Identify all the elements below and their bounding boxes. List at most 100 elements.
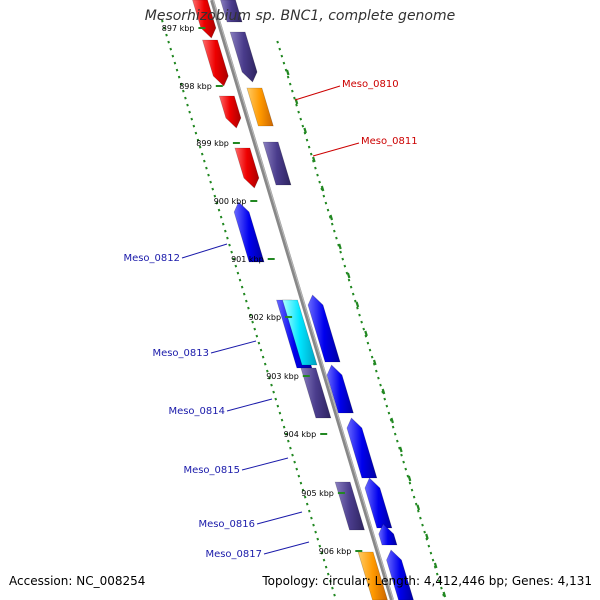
ruler-dash xyxy=(407,475,412,482)
ruler-dot xyxy=(383,397,387,401)
ruler-dot xyxy=(240,285,244,289)
ruler-dot xyxy=(331,586,334,590)
ruler-dot xyxy=(169,47,173,51)
ruler-dot xyxy=(362,327,366,331)
ruler-dot xyxy=(211,187,215,191)
genome-backbone xyxy=(210,0,394,600)
ruler-dot xyxy=(247,306,250,310)
ruler-dot xyxy=(366,341,370,345)
ruler-dot xyxy=(314,530,317,534)
ruler-dot xyxy=(295,467,299,471)
ruler-dash xyxy=(320,185,325,192)
ruler-dot xyxy=(410,488,414,492)
gene-label[interactable]: Meso_0810 xyxy=(342,79,399,90)
ruler-dot xyxy=(232,257,236,261)
ruler-dot xyxy=(351,292,355,296)
ruler-dot xyxy=(326,208,330,212)
gene-arrow xyxy=(386,549,414,600)
ruler-dot xyxy=(377,376,380,380)
ruler-dot xyxy=(276,404,280,408)
ruler-dot xyxy=(268,376,271,380)
ruler-dot xyxy=(278,47,282,51)
ruler-dot xyxy=(209,180,212,184)
ruler-dot xyxy=(412,495,416,499)
gene-arrow xyxy=(229,31,258,83)
ruler-dot xyxy=(358,313,361,317)
ruler-dot xyxy=(165,33,168,37)
ruler-dot xyxy=(238,278,242,282)
gene-label[interactable]: Meso_0816 xyxy=(198,519,255,530)
ruler-dot xyxy=(200,152,204,156)
ruler-dot xyxy=(326,572,330,576)
ruler-dot xyxy=(272,390,275,394)
ruler-dot xyxy=(299,117,303,121)
ruler-dot xyxy=(393,432,397,436)
ruler-dot xyxy=(339,250,342,254)
ruler-dot xyxy=(205,166,208,170)
ruler-dot xyxy=(375,369,378,373)
kbp-tick-label: 903 kbp xyxy=(266,372,299,381)
gene-label[interactable]: Meso_0814 xyxy=(168,406,225,417)
ruler-dot xyxy=(219,215,223,219)
ruler-dot xyxy=(278,411,282,415)
ruler-dot xyxy=(429,551,433,555)
ruler-dot xyxy=(291,89,294,93)
ruler-dot xyxy=(188,110,191,114)
kbp-tick-label: 904 kbp xyxy=(284,430,317,439)
ruler-dot xyxy=(322,194,326,198)
gene-label[interactable]: Meso_0815 xyxy=(183,465,240,476)
ruler-dash xyxy=(399,446,403,453)
ruler-dot xyxy=(192,124,196,128)
gene-label[interactable]: Meso_0817 xyxy=(205,549,262,560)
gene-label[interactable]: Meso_0811 xyxy=(361,136,418,147)
ruler-dot xyxy=(266,369,269,373)
ruler-dot xyxy=(324,565,328,569)
ruler-dot xyxy=(368,348,372,352)
ruler-dot xyxy=(312,523,315,527)
ruler-dot xyxy=(263,362,267,366)
ruler-dot xyxy=(297,110,300,114)
gene-leader-line xyxy=(294,85,341,101)
ruler-dot xyxy=(324,201,328,205)
genome-summary-text: Topology: circular; Length: 4,412,446 bp… xyxy=(262,574,592,588)
ruler-dot xyxy=(400,453,403,457)
kbp-tick-label: 897 kbp xyxy=(162,24,195,33)
ruler-dot xyxy=(427,544,431,548)
ruler-dot xyxy=(299,481,303,485)
ruler-dot xyxy=(228,243,231,247)
ruler-dot xyxy=(343,264,347,268)
ruler-dot xyxy=(280,418,284,422)
gene-arrow xyxy=(192,0,217,39)
gene-arrow xyxy=(220,0,243,23)
ruler-dot xyxy=(329,579,332,583)
gene-arrow xyxy=(218,95,242,129)
kbp-ticks: 897 kbp 898 kbp 899 kbp 900 kbp 901 kbp 902 k… xyxy=(162,24,363,556)
ruler-dot xyxy=(284,432,288,436)
ruler-dot xyxy=(320,551,324,555)
gene-label[interactable]: Meso_0813 xyxy=(152,348,209,359)
gene-arrow xyxy=(202,39,229,87)
ruler-dot xyxy=(431,558,435,562)
gene-arrow xyxy=(262,141,292,186)
gene-arrow xyxy=(357,551,388,600)
gene-labels: Meso_0810 Meso_0811 Meso_0812 Meso_0813 Meso… xyxy=(123,79,417,560)
ruler-dot xyxy=(207,173,210,177)
ruler-dot xyxy=(280,54,284,58)
ruler-dot xyxy=(261,355,265,359)
ruler-dot xyxy=(175,68,179,72)
ruler-dot xyxy=(203,159,206,163)
ruler-dot xyxy=(305,138,309,142)
ruler-dot xyxy=(215,201,219,205)
ruler-dot xyxy=(245,299,248,303)
ruler-dot xyxy=(440,586,443,590)
ruler-dot xyxy=(301,124,305,128)
ruler-dot xyxy=(259,348,263,352)
ruler-dot xyxy=(177,75,181,79)
ruler-dash xyxy=(372,359,377,366)
ruler-dot xyxy=(194,131,198,135)
ruler-dash xyxy=(346,272,351,279)
gene-label[interactable]: Meso_0812 xyxy=(123,253,180,264)
ruler-dot xyxy=(291,453,294,457)
ruler-dot xyxy=(318,544,322,548)
